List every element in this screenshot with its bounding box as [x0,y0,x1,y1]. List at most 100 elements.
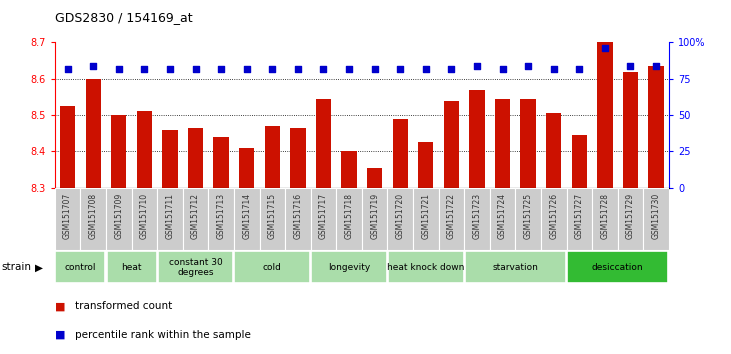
Text: GSM151716: GSM151716 [293,193,303,239]
Point [522,63,534,69]
Point [471,63,482,69]
Text: GSM151722: GSM151722 [447,193,456,239]
Text: GSM151720: GSM151720 [395,193,405,239]
Text: longevity: longevity [328,263,370,272]
Text: GSM151708: GSM151708 [88,193,98,239]
Bar [55,188,80,250]
Bar [234,188,260,250]
Bar [464,188,490,250]
Bar [520,99,536,188]
Bar [213,137,229,188]
Text: ■: ■ [55,301,65,311]
Bar [157,188,183,250]
Point [573,66,585,72]
Text: GSM151711: GSM151711 [165,193,175,239]
Bar [648,66,664,188]
Bar [444,101,459,188]
Bar [235,251,310,283]
Bar [80,188,106,250]
Bar [111,115,126,188]
Text: constant 30
degrees: constant 30 degrees [169,258,222,277]
Bar [158,251,233,283]
Point [624,63,636,69]
Bar [388,251,463,283]
Text: cold: cold [263,263,281,272]
Text: GSM151727: GSM151727 [575,193,584,239]
Bar [541,188,567,250]
Bar [106,188,132,250]
Bar [469,90,485,188]
Bar [597,42,613,188]
Bar [546,113,561,188]
Bar [311,251,387,283]
Text: transformed count: transformed count [75,301,173,311]
Text: GSM151726: GSM151726 [549,193,558,239]
Bar [60,106,75,188]
Text: GSM151718: GSM151718 [344,193,354,239]
Text: GSM151710: GSM151710 [140,193,149,239]
Bar [465,251,566,283]
Bar [137,112,152,188]
Point [420,66,431,72]
Text: GSM151723: GSM151723 [472,193,482,239]
Point [599,45,610,51]
Bar [188,128,203,188]
Bar [515,188,541,250]
Bar [341,151,357,188]
Text: GSM151717: GSM151717 [319,193,328,239]
Bar [387,188,413,250]
Bar [183,188,208,250]
Bar [260,188,285,250]
Bar [239,148,254,188]
Point [394,66,406,72]
Text: GSM151714: GSM151714 [242,193,251,239]
Bar [413,188,439,250]
Bar [439,188,464,250]
Bar [362,188,387,250]
Point [650,63,662,69]
Bar [567,251,668,283]
Text: GSM151725: GSM151725 [523,193,533,239]
Text: control: control [64,263,96,272]
Bar [567,188,592,250]
Bar [56,251,105,283]
Text: GSM151728: GSM151728 [600,193,610,239]
Bar [208,188,234,250]
Point [164,66,175,72]
Text: GSM151707: GSM151707 [63,193,72,239]
Bar [162,130,178,188]
Point [368,66,380,72]
Point [317,66,329,72]
Text: GSM151713: GSM151713 [216,193,226,239]
Bar [285,188,311,250]
Bar [643,188,669,250]
Bar [336,188,362,250]
Bar [490,188,515,250]
Text: strain: strain [1,262,31,272]
Bar [495,99,510,188]
Text: ▶: ▶ [35,262,43,272]
Text: ■: ■ [55,330,65,339]
Point [215,66,227,72]
Text: GDS2830 / 154169_at: GDS2830 / 154169_at [55,11,192,24]
Text: GSM151724: GSM151724 [498,193,507,239]
Text: GSM151715: GSM151715 [268,193,277,239]
Bar [290,128,306,188]
Bar [592,188,618,250]
Point [138,66,150,72]
Bar [86,79,101,188]
Bar [265,126,280,188]
Point [87,63,99,69]
Text: heat knock down: heat knock down [387,263,464,272]
Point [240,66,252,72]
Bar [311,188,336,250]
Text: starvation: starvation [493,263,538,272]
Bar [623,72,638,188]
Bar [132,188,157,250]
Point [266,66,278,72]
Bar [418,142,433,188]
Text: GSM151729: GSM151729 [626,193,635,239]
Point [189,66,201,72]
Point [292,66,303,72]
Bar [316,99,331,188]
